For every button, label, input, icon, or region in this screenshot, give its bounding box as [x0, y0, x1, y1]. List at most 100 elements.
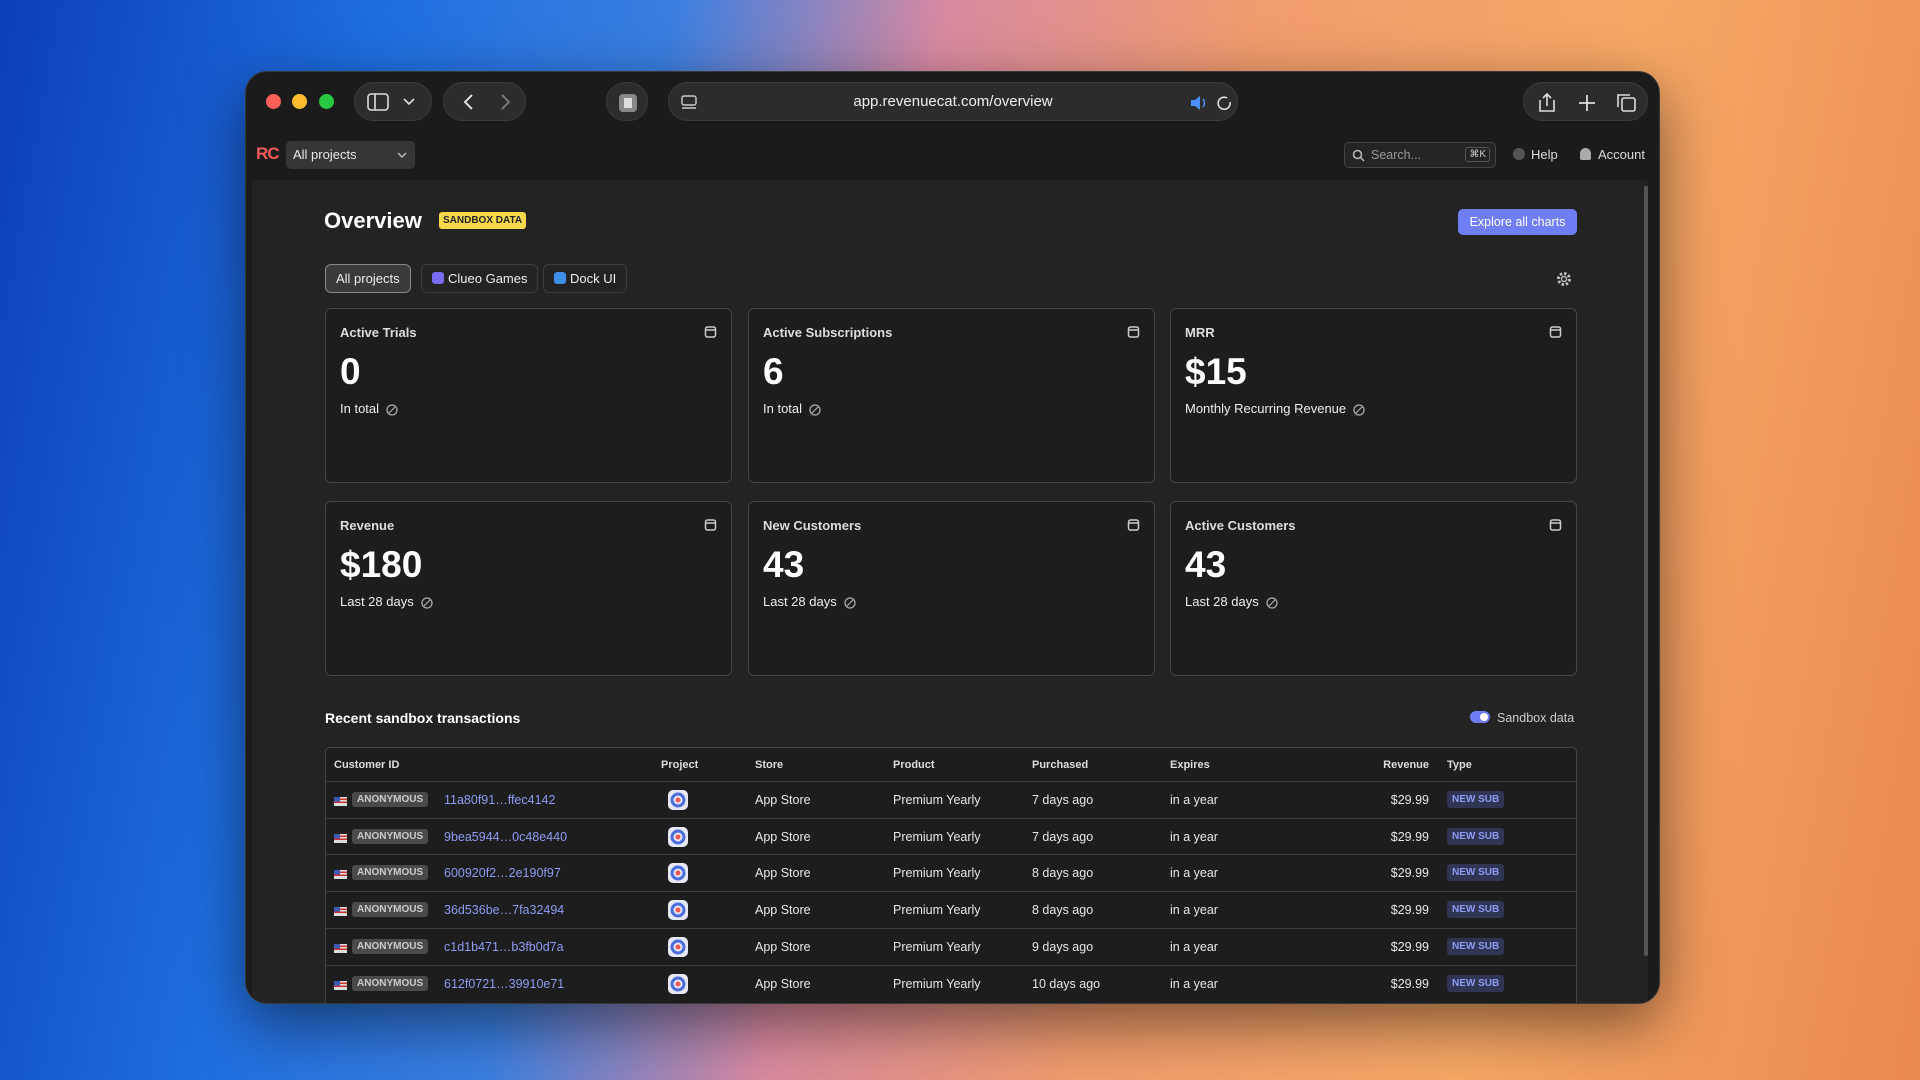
- extension-button[interactable]: [606, 82, 648, 121]
- project-tab[interactable]: Dock UI: [543, 264, 628, 293]
- column-header: Store: [755, 759, 784, 771]
- card-caption: Last 28 days: [340, 594, 414, 609]
- metric-card: Active Customers 43 Last 28 days: [1170, 501, 1577, 676]
- card-caption: Last 28 days: [1185, 594, 1259, 609]
- search-shortcut: ⌘K: [1465, 147, 1490, 162]
- flag-icon: [334, 832, 347, 846]
- close-button[interactable]: [266, 94, 281, 109]
- project-tab[interactable]: All projects: [325, 264, 411, 293]
- product: Premium Yearly: [893, 793, 981, 807]
- project-icon: [668, 826, 688, 850]
- card-value: $15: [1185, 351, 1247, 392]
- tab-label: Clueo Games: [448, 271, 528, 286]
- customer-id[interactable]: 11a80f91…ffec4142: [444, 793, 556, 807]
- project-icon: [668, 900, 688, 923]
- transactions-title: Recent sandbox transactions: [325, 710, 521, 726]
- card-title: New Customers: [763, 518, 862, 533]
- product: Premium Yearly: [893, 866, 981, 881]
- customer-id[interactable]: 612f0721…39910e71: [444, 976, 565, 991]
- address-bar[interactable]: app.revenuecat.com/overview: [668, 82, 1238, 121]
- product: Premium Yearly: [893, 903, 981, 918]
- account-label: Account: [1598, 147, 1645, 162]
- store: App Store: [755, 866, 811, 881]
- info-icon: [844, 596, 856, 614]
- flag-icon: [334, 979, 347, 993]
- column-header: Purchased: [1032, 759, 1089, 771]
- audio-reload-icons: [1191, 96, 1231, 111]
- help-label: Help: [1531, 147, 1558, 162]
- sandbox-toggle[interactable]: Sandbox data: [1470, 711, 1574, 725]
- project-icon: [668, 863, 688, 886]
- store: App Store: [755, 903, 811, 918]
- product: Premium Yearly: [893, 976, 981, 991]
- customer-tag: ANONYMOUS: [352, 975, 429, 991]
- browser-window: app.revenuecat.com/overview RC All proje…: [245, 71, 1660, 1004]
- url: app.revenuecat.com/overview: [853, 93, 1053, 110]
- card-icon: [704, 518, 717, 536]
- expires: in a year: [1170, 829, 1218, 844]
- info-icon: [386, 403, 398, 421]
- type-badge: NEW SUB: [1447, 864, 1505, 882]
- customer-id[interactable]: 9bea5944…0c48e440: [444, 829, 568, 844]
- flag-icon: [334, 868, 347, 882]
- customer-tag: ANONYMOUS: [352, 865, 429, 881]
- customer-id[interactable]: 36d536be…7fa32494: [444, 903, 565, 918]
- flag-icon: [334, 795, 347, 809]
- customer-id[interactable]: 600920f2…2e190f97: [444, 866, 561, 881]
- store: App Store: [755, 939, 811, 954]
- revenue: $29.99: [1390, 976, 1429, 991]
- toggle-label: Sandbox data: [1497, 711, 1575, 725]
- share-newtab-tabs-icons[interactable]: [1536, 92, 1640, 114]
- column-header: Customer ID: [334, 759, 400, 771]
- search-placeholder: Search...: [1371, 148, 1422, 162]
- logo[interactable]: RC: [256, 144, 280, 163]
- type-badge: NEW SUB: [1447, 937, 1505, 955]
- expires: in a year: [1170, 939, 1218, 954]
- transaction-row[interactable]: ANONYMOUS 600920f2…2e190f97 App Store Premi…: [326, 854, 1576, 891]
- window-actions: [1523, 82, 1648, 121]
- account-link[interactable]: Account: [1580, 147, 1645, 162]
- card-value: $180: [340, 544, 423, 585]
- metric-card: MRR $15 Monthly Recurring Revenue: [1170, 308, 1577, 483]
- metric-card: Active Subscriptions 6 In total: [748, 308, 1155, 483]
- help-link[interactable]: Help: [1513, 147, 1558, 162]
- minimize-button[interactable]: [292, 94, 307, 109]
- explore-button[interactable]: Explore all charts: [1458, 209, 1577, 235]
- customer-tag: ANONYMOUS: [352, 828, 429, 844]
- sandbox-badge: SANDBOX DATA: [439, 212, 527, 229]
- customer-tag: ANONYMOUS: [352, 938, 429, 954]
- purchased: 9 days ago: [1032, 939, 1094, 954]
- project-selector[interactable]: All projects: [286, 141, 415, 169]
- transaction-row[interactable]: ANONYMOUS 612f0721…39910e71 App Store Premi…: [326, 964, 1576, 1002]
- nav-buttons: [443, 82, 526, 121]
- transaction-row[interactable]: ANONYMOUS 36d536be…7fa32494 App Store Premi…: [326, 891, 1576, 928]
- flag-icon: [334, 942, 347, 956]
- revenue: $29.99: [1390, 793, 1429, 807]
- transaction-row[interactable]: ANONYMOUS 11a80f91…ffec4142 App Store Premi…: [326, 781, 1576, 818]
- scrollbar: [1644, 186, 1648, 956]
- main-content: Overview SANDBOX DATA Explore all charts Al…: [252, 180, 1648, 1003]
- project-tab[interactable]: Clueo Games: [421, 264, 539, 293]
- transaction-row[interactable]: ANONYMOUS c1d1b471…b3fb0d7a App Store Premi…: [326, 927, 1576, 965]
- zoom-button[interactable]: [319, 94, 334, 109]
- transaction-row[interactable]: ANONYMOUS 9bea5944…0c48e440 App Store Premi…: [326, 817, 1576, 855]
- card-title: Revenue: [340, 518, 395, 533]
- search-box[interactable]: Search... ⌘K: [1344, 142, 1496, 168]
- nav-icons[interactable]: [458, 93, 518, 111]
- customer-id[interactable]: c1d1b471…b3fb0d7a: [444, 939, 564, 954]
- purchased: 7 days ago: [1032, 793, 1094, 807]
- store: App Store: [755, 829, 811, 844]
- info-icon: [809, 403, 821, 421]
- settings-icon: [1556, 271, 1572, 292]
- metric-card: Revenue $180 Last 28 days: [325, 501, 732, 676]
- card-value: 43: [763, 544, 805, 585]
- column-header: Type: [1447, 759, 1472, 771]
- info-icon: [1353, 403, 1365, 421]
- sidebar-button[interactable]: [354, 82, 432, 121]
- reader-icon: [681, 95, 697, 109]
- card-caption: In total: [340, 401, 380, 416]
- flag-icon: [334, 905, 347, 919]
- card-title: Active Customers: [1185, 518, 1296, 533]
- product: Premium Yearly: [893, 829, 981, 844]
- card-title: Active Trials: [340, 325, 417, 340]
